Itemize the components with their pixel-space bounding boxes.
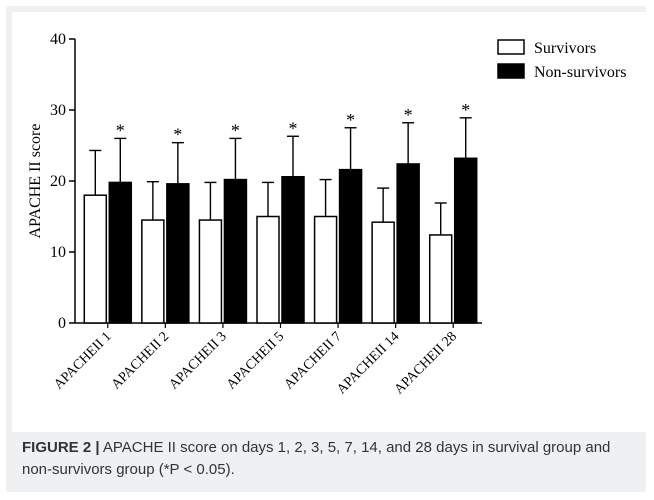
x-tick-label: APACHEII 2 bbox=[109, 329, 172, 392]
y-tick-label: 30 bbox=[50, 102, 66, 119]
caption-label: FIGURE 2 | bbox=[22, 439, 100, 456]
figure-panel: 0 10 20 30 40 APACHE II score * APACHEII 1 * APAC… bbox=[6, 6, 652, 492]
significance-marker: * bbox=[461, 100, 470, 120]
bar-survivors bbox=[371, 221, 395, 324]
y-tick-label: 20 bbox=[50, 173, 66, 190]
x-tick-label: APACHEII 5 bbox=[224, 329, 287, 392]
legend-label: Survivors bbox=[534, 40, 596, 57]
legend-label: Non-survivors bbox=[534, 64, 626, 81]
bar-survivors bbox=[428, 234, 453, 324]
significance-marker: * bbox=[404, 105, 413, 125]
bar-non-survivors bbox=[338, 168, 363, 324]
bar-non-survivors bbox=[453, 157, 478, 324]
y-tick-label: 10 bbox=[50, 244, 66, 261]
x-tick-label: APACHEII 1 bbox=[51, 329, 114, 392]
legend-swatch-non-survivors bbox=[497, 63, 525, 79]
y-tick-label: 40 bbox=[50, 31, 66, 48]
y-axis-label: APACHE II score bbox=[27, 124, 44, 239]
chart-area: 0 10 20 30 40 APACHE II score * APACHEII 1 * APAC… bbox=[12, 12, 652, 432]
figure-caption: FIGURE 2 | APACHE II score on days 1, 2,… bbox=[22, 437, 640, 481]
significance-marker: * bbox=[346, 110, 355, 130]
significance-marker: * bbox=[289, 118, 298, 138]
bar-survivors bbox=[83, 194, 108, 324]
bar-non-survivors bbox=[281, 175, 305, 324]
bar-non-survivors bbox=[166, 183, 190, 324]
bar-non-survivors bbox=[396, 163, 420, 324]
bar-survivors bbox=[313, 215, 338, 324]
caption-text: APACHE II score on days 1, 2, 3, 5, 7, 1… bbox=[22, 439, 611, 478]
significance-marker: * bbox=[116, 120, 125, 140]
x-tick-label: APACHEII 7 bbox=[282, 329, 345, 392]
x-tick-label: APACHEII 3 bbox=[166, 329, 229, 392]
legend-swatch-survivors bbox=[497, 39, 525, 55]
bar-survivors bbox=[256, 215, 280, 324]
bar-survivors bbox=[141, 219, 165, 324]
significance-marker: * bbox=[173, 125, 182, 145]
significance-marker: * bbox=[231, 120, 240, 140]
bar-non-survivors bbox=[223, 178, 248, 324]
bar-chart: 0 10 20 30 40 APACHE II score * APACHEII 1 * APAC… bbox=[27, 31, 626, 397]
bar-survivors bbox=[198, 219, 223, 324]
y-tick-label: 0 bbox=[58, 315, 66, 332]
bar-non-survivors bbox=[108, 181, 133, 324]
